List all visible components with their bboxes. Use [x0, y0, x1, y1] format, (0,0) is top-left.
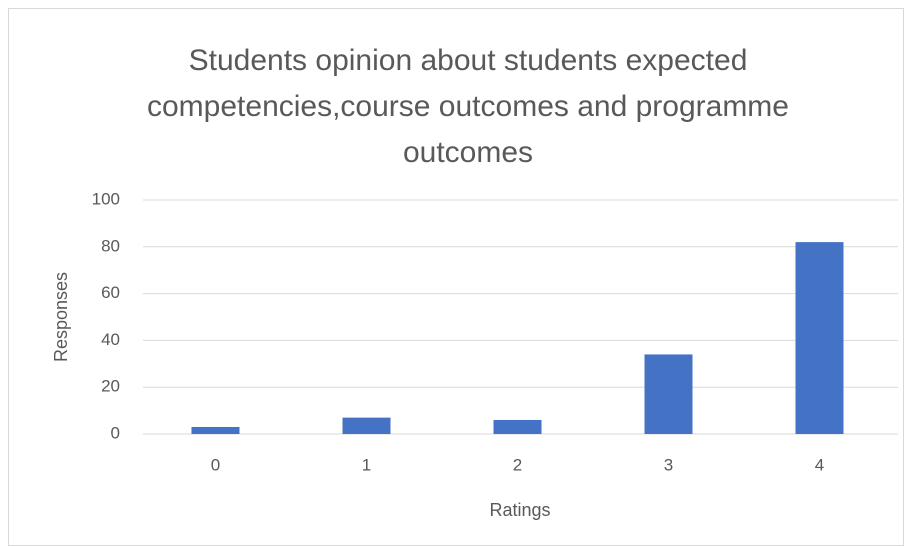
x-tick-label: 4 [815, 455, 824, 474]
x-tick-label: 1 [362, 455, 371, 474]
x-axis-label: Ratings [489, 500, 550, 520]
chart-title: Students opinion about students expected… [147, 44, 789, 169]
y-tick-label: 60 [101, 283, 120, 302]
bar [342, 417, 391, 434]
x-tick-label: 3 [664, 455, 673, 474]
y-tick-label: 0 [111, 423, 120, 442]
x-tick-label: 0 [211, 455, 220, 474]
y-tick-label: 20 [101, 377, 120, 396]
y-tick-label: 80 [101, 236, 120, 255]
y-axis-label: Responses [51, 272, 71, 362]
bar [493, 419, 542, 434]
bar [191, 426, 240, 434]
y-tick-label: 100 [92, 189, 120, 208]
x-tick-label: 2 [513, 455, 522, 474]
bar [795, 242, 844, 434]
bar [644, 354, 693, 434]
y-tick-label: 40 [101, 330, 120, 349]
